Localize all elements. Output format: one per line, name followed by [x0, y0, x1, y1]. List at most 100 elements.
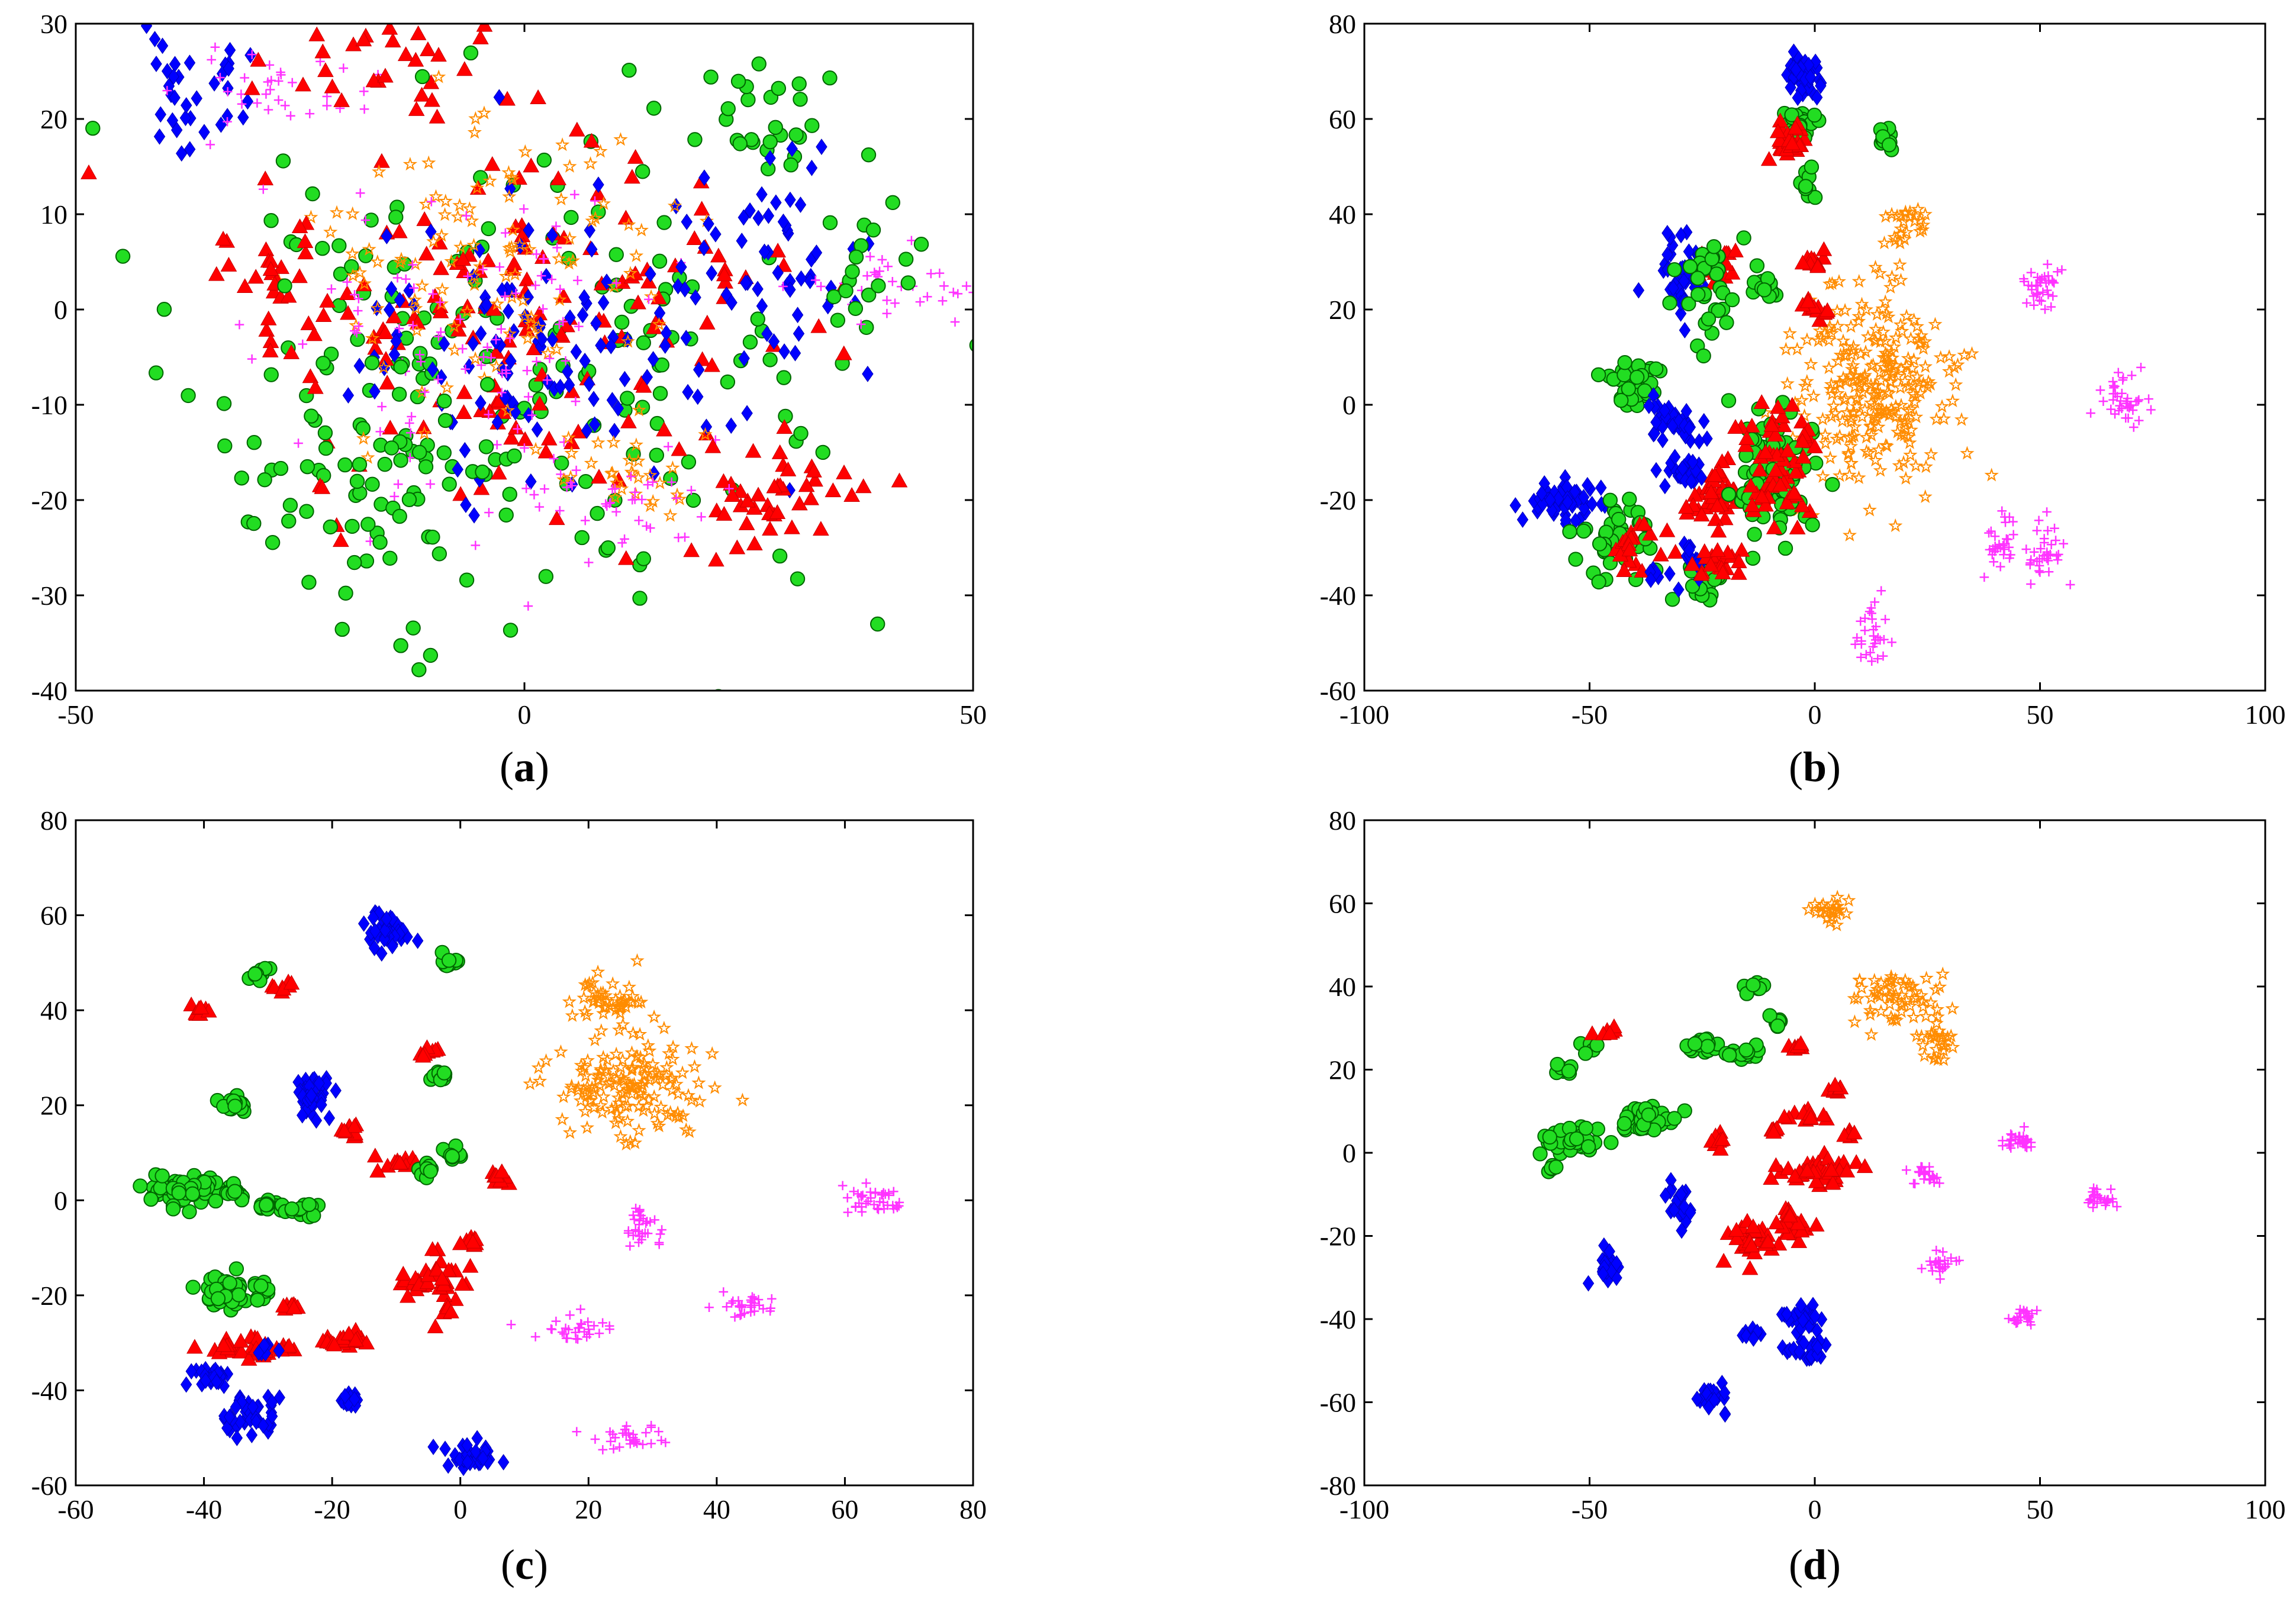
data-point-orange — [1817, 902, 1833, 917]
data-point-blue — [1780, 1305, 1793, 1323]
data-point-red — [507, 420, 524, 435]
data-point-red — [1702, 484, 1719, 499]
data-point-orange — [1857, 402, 1872, 416]
data-point-red — [635, 378, 652, 393]
data-point-magenta — [2038, 287, 2048, 297]
data-point-orange — [1888, 518, 1903, 533]
data-point-orange — [528, 441, 543, 456]
data-point-blue — [681, 214, 693, 230]
data-point-blue — [313, 1075, 325, 1092]
data-point-red — [377, 324, 394, 340]
data-point-magenta — [496, 324, 506, 334]
data-point-green — [1777, 540, 1793, 556]
data-point-blue — [369, 923, 381, 940]
data-point-blue — [546, 227, 558, 244]
x-tick-label: 50 — [2027, 699, 2054, 730]
data-point-red — [1763, 1170, 1780, 1185]
data-point-orange — [1934, 399, 1950, 413]
data-point-red — [424, 1241, 441, 1256]
data-point-red — [1751, 462, 1768, 477]
data-point-red — [1799, 1162, 1815, 1178]
data-point-green — [1664, 592, 1680, 607]
data-point-orange — [421, 155, 436, 169]
data-point-magenta — [666, 477, 677, 487]
data-point-magenta — [534, 502, 545, 512]
data-point-orange — [552, 251, 566, 265]
data-point-orange — [583, 156, 598, 170]
data-point-orange — [1948, 377, 1963, 391]
data-point-red — [1621, 541, 1638, 557]
data-point-magenta — [620, 534, 629, 544]
data-point-green — [437, 412, 453, 428]
data-point-magenta — [2046, 302, 2056, 312]
data-point-orange — [1945, 394, 1960, 408]
data-point-green — [459, 572, 475, 588]
data-point-green — [234, 470, 249, 486]
data-point-orange — [372, 164, 387, 178]
data-point-magenta — [861, 1178, 871, 1188]
data-point-magenta — [1866, 647, 1875, 657]
data-point-magenta — [1924, 1166, 1934, 1176]
data-point-orange — [1798, 378, 1812, 393]
data-point-magenta — [458, 344, 468, 354]
data-point-green — [405, 620, 421, 636]
data-point-orange — [669, 487, 685, 501]
data-point-orange — [1903, 447, 1918, 462]
data-point-green — [1701, 311, 1717, 327]
data-point-green — [1677, 1103, 1692, 1118]
data-point-orange — [1950, 357, 1965, 372]
data-point-orange — [1859, 430, 1874, 444]
data-point-green — [227, 1098, 243, 1114]
data-point-magenta — [530, 281, 540, 290]
data-point-magenta — [922, 292, 932, 302]
data-point-green — [411, 662, 427, 678]
data-point-red — [750, 486, 767, 502]
data-point-orange — [593, 1098, 608, 1112]
data-point-orange — [346, 268, 360, 282]
data-point-blue — [1677, 460, 1689, 477]
data-point-green — [861, 287, 877, 303]
data-point-blue — [536, 331, 548, 348]
data-point-red — [1793, 497, 1811, 512]
data-point-orange — [580, 1053, 595, 1067]
data-point-magenta — [484, 508, 494, 517]
data-point-red — [479, 252, 497, 267]
data-point-orange — [1799, 373, 1815, 388]
data-point-green — [304, 408, 319, 424]
data-point-green — [900, 275, 916, 291]
y-tick-label: -20 — [1320, 485, 1356, 515]
data-point-red — [1584, 1025, 1601, 1040]
data-point-orange — [1851, 273, 1866, 288]
data-point-orange — [1859, 302, 1874, 316]
data-point-orange — [1901, 404, 1916, 418]
data-point-orange — [1871, 442, 1886, 456]
data-point-green — [365, 476, 380, 492]
data-point-orange — [431, 69, 446, 83]
data-point-orange — [609, 1046, 624, 1060]
data-point-blue — [411, 932, 424, 949]
data-point-magenta — [471, 540, 481, 550]
data-point-magenta — [2053, 555, 2063, 565]
data-point-red — [220, 256, 237, 272]
data-point-magenta — [207, 55, 217, 65]
data-point-red — [283, 344, 300, 359]
data-point-blue — [1675, 227, 1687, 244]
data-point-green — [263, 367, 279, 382]
data-point-red — [430, 47, 447, 62]
data-point-magenta — [501, 368, 511, 378]
data-point-red — [1709, 497, 1726, 512]
data-point-orange — [607, 1078, 622, 1092]
data-point-green — [1648, 361, 1664, 377]
data-point-magenta — [360, 215, 371, 225]
data-point-magenta — [426, 479, 435, 489]
data-point-magenta — [393, 479, 403, 489]
data-point-orange — [438, 194, 453, 208]
data-point-blue — [1708, 1391, 1721, 1408]
data-point-orange — [429, 189, 443, 203]
data-point-blue — [150, 56, 162, 72]
data-point-green — [772, 548, 788, 564]
data-point-magenta — [2088, 1203, 2098, 1213]
data-point-orange — [614, 481, 629, 495]
data-point-magenta — [948, 288, 958, 297]
